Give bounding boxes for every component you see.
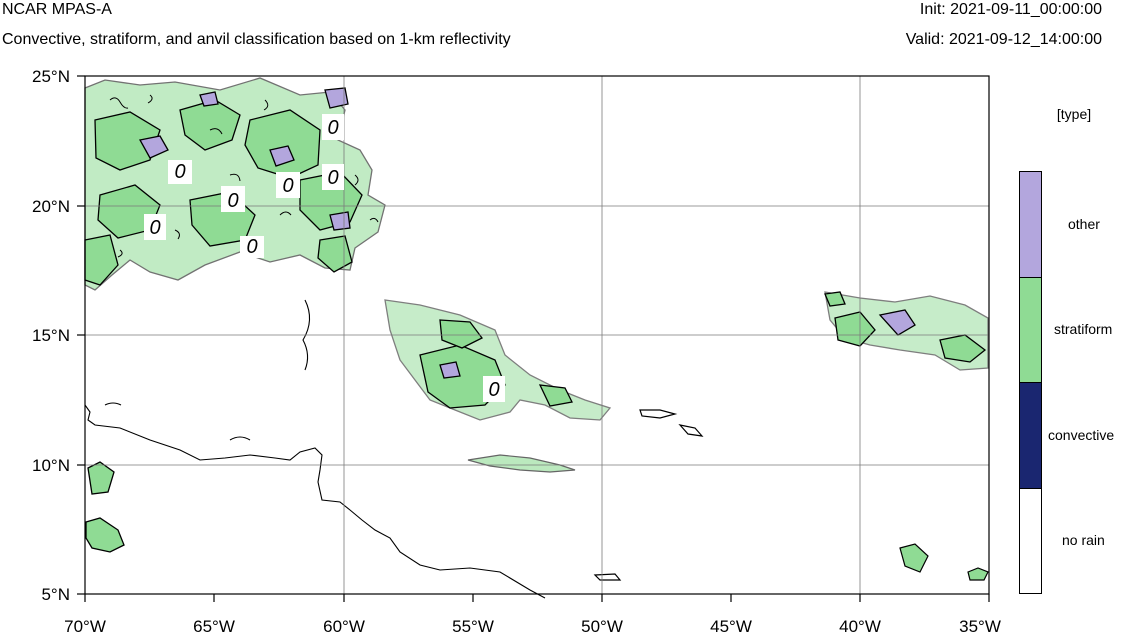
precip-region-east xyxy=(824,291,989,371)
contour-label: 0 xyxy=(322,164,344,190)
contour-label: 0 xyxy=(221,186,245,212)
svg-text:0: 0 xyxy=(488,379,499,401)
lon-label: 55°W xyxy=(452,617,494,636)
precip-region-central xyxy=(384,299,612,421)
longitude-labels: 70°W 65°W 60°W 55°W 50°W 45°W 40°W 35°W xyxy=(64,617,1001,636)
lon-label: 50°W xyxy=(581,617,623,636)
lon-label: 35°W xyxy=(959,617,1001,636)
lon-label: 40°W xyxy=(839,617,881,636)
axis-ticks xyxy=(77,75,990,602)
svg-text:0: 0 xyxy=(327,117,338,139)
precip-speckles-northwest xyxy=(109,94,379,258)
svg-text:0: 0 xyxy=(227,190,238,212)
latitude-labels: 25°N 20°N 15°N 10°N 5°N xyxy=(32,67,70,604)
svg-text:0: 0 xyxy=(246,236,257,258)
lat-label: 5°N xyxy=(41,585,70,604)
legend-swatch-other xyxy=(1019,171,1042,277)
svg-text:0: 0 xyxy=(149,217,160,239)
contour-label: 0 xyxy=(483,376,505,402)
precip-region-southwest xyxy=(85,461,125,553)
lat-label: 10°N xyxy=(32,456,70,475)
legend-swatch-stratiform xyxy=(1019,277,1042,382)
plot-description: Convective, stratiform, and anvil classi… xyxy=(2,31,511,48)
lat-label: 15°N xyxy=(32,326,70,345)
svg-text:0: 0 xyxy=(174,161,185,183)
svg-text:0: 0 xyxy=(327,167,338,189)
lon-label: 65°W xyxy=(193,617,235,636)
lon-label: 70°W xyxy=(64,617,106,636)
lon-label: 60°W xyxy=(323,617,365,636)
model-title: NCAR MPAS-A xyxy=(2,1,112,18)
svg-text:0: 0 xyxy=(282,175,293,197)
precip-small-cells xyxy=(467,409,989,581)
valid-time: Valid: 2021-09-12_14:00:00 xyxy=(905,31,1102,48)
legend-label-other: other xyxy=(1068,216,1100,232)
contour-label: 0 xyxy=(322,114,344,140)
contour-label: 0 xyxy=(144,214,166,240)
legend-swatch-convective xyxy=(1019,382,1042,488)
contour-labels: 0 0 0 0 0 0 0 xyxy=(144,114,505,402)
coastline xyxy=(84,299,546,599)
legend-label-convective: convective xyxy=(1048,427,1115,443)
lat-label: 25°N xyxy=(32,67,70,86)
contour-label: 0 xyxy=(168,160,192,184)
lon-label: 45°W xyxy=(710,617,752,636)
init-time: Init: 2021-09-11_00:00:00 xyxy=(919,1,1102,18)
legend-label-stratiform: stratiform xyxy=(1054,321,1113,337)
legend-swatch-no-rain xyxy=(1019,488,1042,594)
contour-label: 0 xyxy=(240,236,264,258)
lat-label: 20°N xyxy=(32,197,70,216)
legend-title: [type] xyxy=(1056,106,1092,122)
legend-label-no-rain: no rain xyxy=(1062,532,1105,548)
contour-label: 0 xyxy=(276,172,300,198)
